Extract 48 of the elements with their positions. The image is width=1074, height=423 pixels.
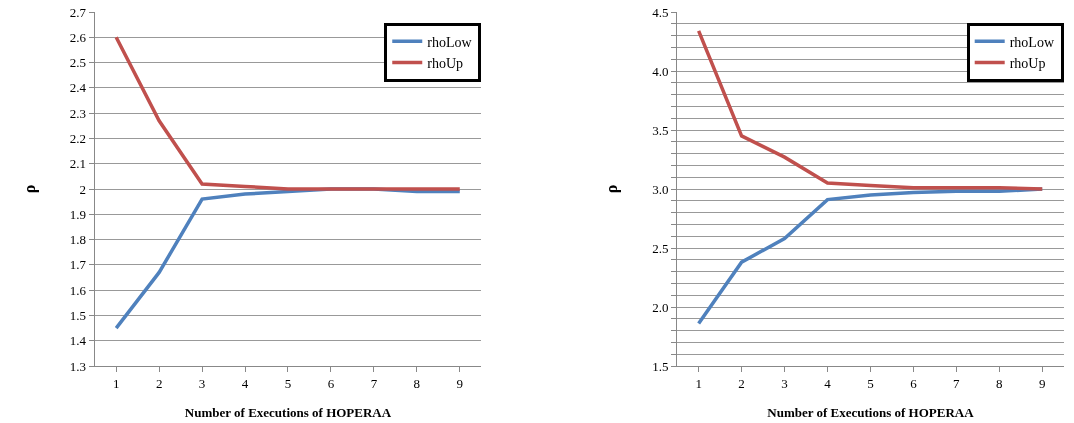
x-tick-label: 4 [824, 375, 832, 391]
y-tick-label: 3.0 [652, 181, 669, 197]
legend-label: rhoUp [1009, 55, 1046, 71]
x-tick-label: 9 [456, 375, 464, 391]
x-tick-label: 3 [781, 375, 788, 391]
x-tick-label: 5 [867, 375, 874, 391]
x-tick-label: 6 [327, 375, 335, 391]
y-tick-label: 1.8 [69, 232, 87, 248]
y-tick-label: 2.5 [652, 240, 669, 256]
y-tick-label: 2.4 [69, 80, 87, 96]
y-axis-title: ρ [603, 184, 622, 194]
legend-label: rhoLow [1009, 34, 1055, 50]
x-tick-label: 5 [284, 375, 292, 391]
y-tick-label: 2 [79, 181, 87, 197]
legend-label: rhoLow [427, 34, 473, 50]
x-tick-label: 6 [910, 375, 918, 391]
x-tick-label: 2 [738, 375, 745, 391]
y-tick-label: 1.9 [69, 206, 87, 222]
y-tick-label: 2.6 [69, 29, 87, 45]
y-tick-label: 3.5 [652, 122, 669, 138]
x-tick-label: 2 [155, 375, 163, 391]
y-axis-title: ρ [20, 184, 39, 194]
x-axis-title: Number of Executions of HOPERAA [767, 405, 975, 421]
x-tick-label: 9 [1038, 375, 1046, 391]
y-tick-label: 2.5 [69, 55, 87, 71]
y-tick-label: 1.4 [69, 333, 87, 349]
y-tick-label: 2.7 [69, 4, 87, 20]
x-tick-label: 1 [112, 375, 120, 391]
y-tick-label: 2.0 [652, 299, 669, 315]
y-tick-label: 1.7 [69, 257, 87, 273]
y-tick-label: 1.5 [652, 358, 669, 374]
x-tick-label: 7 [370, 375, 378, 391]
y-tick-label: 1.3 [69, 358, 87, 374]
y-tick-label: 2.2 [69, 130, 87, 146]
x-tick-label: 7 [953, 375, 961, 391]
y-tick-label: 2.1 [69, 156, 87, 172]
x-tick-label: 3 [198, 375, 206, 391]
y-tick-label: 1.6 [69, 282, 87, 298]
x-tick-label: 4 [241, 375, 249, 391]
legend-label: rhoUp [427, 55, 464, 71]
x-tick-label: 8 [413, 375, 421, 391]
y-tick-label: 4.5 [652, 4, 669, 20]
y-tick-label: 2.3 [69, 105, 87, 121]
y-tick-label: 1.5 [69, 307, 87, 323]
x-axis-title: Number of Executions of HOPERAA [184, 405, 392, 421]
x-tick-label: 1 [695, 375, 702, 391]
y-tick-label: 4.0 [652, 63, 669, 79]
x-tick-label: 8 [996, 375, 1003, 391]
